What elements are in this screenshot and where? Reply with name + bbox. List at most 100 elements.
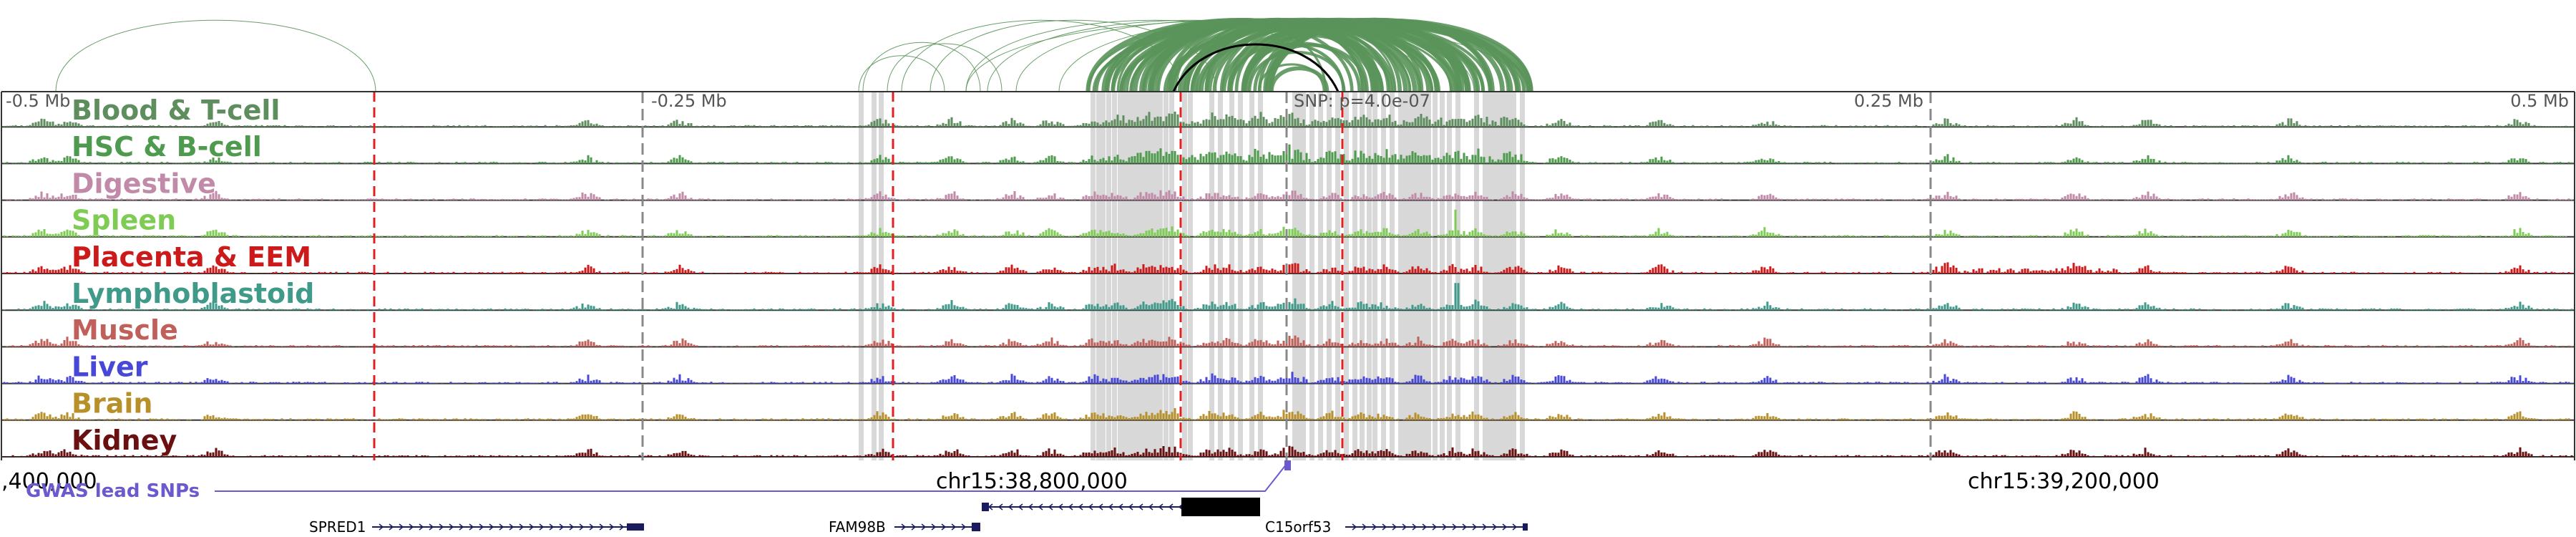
- shade-region: [1440, 92, 1445, 460]
- shade-region: [1106, 92, 1111, 460]
- shade-region: [1390, 92, 1395, 460]
- interaction-arc: [1129, 19, 1485, 92]
- track-label: Lymphoblastoid: [72, 278, 314, 309]
- gene-label: SPRED1: [309, 518, 366, 536]
- interaction-arc: [862, 42, 981, 92]
- shade-region: [1118, 92, 1123, 460]
- shade-region: [1398, 92, 1403, 460]
- genomic-coordinates: ,400,000 chr15:38,800,000 chr15:39,200,0…: [1, 469, 2160, 494]
- shade-region: [1209, 92, 1214, 460]
- shade-region: [859, 92, 864, 460]
- shade-block: [1121, 92, 1162, 460]
- track-label: Brain: [72, 388, 152, 420]
- shade-region: [1188, 92, 1193, 460]
- gene-label: FAM98B: [829, 518, 886, 536]
- interaction-arc: [1243, 19, 1470, 92]
- gene-exon: [627, 523, 644, 531]
- position-axis: SNP: p=4.0e-07 -0.5 Mb -0.25 Mb 0.25 Mb 0.5…: [1, 91, 2575, 460]
- shade-region: [1352, 92, 1357, 460]
- shade-region: [1238, 92, 1243, 460]
- shade-region: [1360, 92, 1365, 460]
- signal-1: [3, 111, 2573, 127]
- track-label: Liver: [72, 351, 148, 382]
- track-label: Muscle: [72, 314, 178, 346]
- signal-4: [3, 209, 2567, 237]
- shade-block: [1292, 92, 1304, 460]
- shade-region: [1511, 92, 1516, 460]
- shade-region: [1112, 92, 1117, 460]
- shade-region: [1101, 92, 1106, 460]
- interaction-arc: [1101, 18, 1385, 92]
- gwas-track: GWAS lead SNPs: [26, 460, 1291, 502]
- coord-left: ,400,000: [1, 469, 97, 494]
- shade-block: [1401, 92, 1431, 460]
- axis-tick-label: -0.25 Mb: [651, 91, 727, 111]
- gene-strand-arrows: [379, 523, 635, 531]
- gene-exon: [1523, 523, 1528, 531]
- shade-region: [1218, 92, 1223, 460]
- interaction-arcs: [55, 17, 1533, 92]
- interaction-arc: [887, 43, 1002, 92]
- gene-exon: [982, 503, 989, 511]
- shade-region: [1169, 92, 1174, 460]
- shade-region: [1229, 92, 1234, 460]
- gwas-label: GWAS lead SNPs: [26, 480, 200, 502]
- shade-region: [1344, 92, 1349, 460]
- shade-region: [1447, 92, 1452, 460]
- interaction-arc: [1269, 66, 1330, 92]
- signal-7: [6, 335, 2573, 347]
- signal-3: [6, 190, 2573, 200]
- gene-exon: [972, 523, 980, 531]
- signal-8: [3, 372, 2573, 384]
- gene-strand-arrows: [901, 523, 977, 531]
- shade-block: [1484, 92, 1513, 460]
- gene-label-highlight: [1181, 498, 1260, 516]
- gwas-snp-marker: [1284, 460, 1291, 470]
- signal-10: [3, 445, 2573, 457]
- shade-region: [1309, 92, 1314, 460]
- gene-label: RASGRP1: [1184, 498, 1252, 516]
- shade-region: [1182, 92, 1187, 460]
- shade-region: [1096, 92, 1101, 460]
- track-label: Spleen: [72, 205, 176, 236]
- signal-5: [3, 262, 2573, 274]
- gene-track: SPRED1 FAM98B RASGRP1 C15orf53: [309, 498, 1528, 536]
- shade-region: [1318, 92, 1323, 460]
- interaction-arc: [1253, 43, 1367, 92]
- shade-region: [872, 92, 877, 460]
- snp-pvalue-label: SNP: p=4.0e-07: [1294, 91, 1430, 111]
- interaction-arc-highlight: [1172, 43, 1340, 92]
- axis-tick-label: -0.5 Mb: [6, 91, 70, 111]
- shade-region: [1327, 92, 1332, 460]
- interaction-arc: [1243, 42, 1362, 92]
- interaction-arc: [965, 19, 1346, 92]
- axis-tick-label: 0.25 Mb: [1854, 91, 1923, 111]
- shade-region: [1381, 92, 1386, 460]
- gene-strand-arrows: [1352, 523, 1518, 531]
- interaction-arc: [858, 55, 945, 92]
- track-label: Kidney: [72, 425, 177, 456]
- shade-region: [1091, 92, 1096, 460]
- shade-region: [1258, 92, 1263, 460]
- shade-region: [1249, 92, 1254, 460]
- shade-region: [1520, 92, 1525, 460]
- coord-right: chr15:39,200,000: [1968, 469, 2160, 494]
- interaction-arc: [1257, 63, 1325, 92]
- shade-region: [1163, 92, 1169, 460]
- coord-mid: chr15:38,800,000: [936, 469, 1128, 494]
- track-label: Placenta & EEM: [72, 241, 311, 273]
- signal-6: [3, 283, 2573, 311]
- shade-region: [1335, 92, 1340, 460]
- interaction-arc: [55, 19, 376, 92]
- axis-tick-label: 0.5 Mb: [2510, 91, 2569, 111]
- gwas-connector: [215, 463, 1287, 492]
- marker-lines: [373, 92, 1932, 460]
- shade-region: [879, 92, 884, 460]
- track-label: Blood & T-cell: [72, 95, 280, 126]
- shade-region: [1372, 92, 1377, 460]
- highlight-regions: [859, 92, 1525, 460]
- signal-9: [3, 408, 2570, 420]
- shade-region: [1474, 92, 1479, 460]
- gene-label: C15orf53: [1265, 518, 1331, 536]
